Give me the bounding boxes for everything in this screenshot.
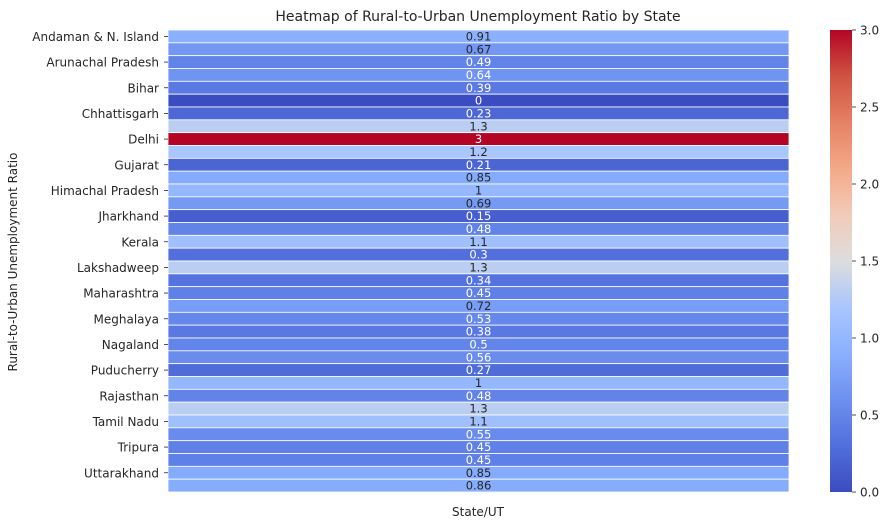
y-tick-label: Chhattisgarh	[82, 107, 159, 121]
cell-value-label: 0.45	[466, 440, 492, 454]
colorbar-tick-label: 0.5	[860, 409, 879, 423]
y-tick-label: Maharashtra	[83, 287, 159, 301]
y-tick-label: Jharkhand	[97, 210, 159, 224]
x-axis-label: State/UT	[452, 505, 505, 519]
cell-value-label: 0.21	[466, 158, 492, 172]
cell-value-label: 0.86	[466, 479, 492, 493]
y-tick-label: Tripura	[117, 441, 159, 455]
cell-value-label: 0.55	[466, 427, 492, 441]
y-tick-label: Tamil Nadu	[92, 415, 159, 429]
y-tick-label: Rajasthan	[99, 389, 159, 403]
cell-value-label: 0	[475, 94, 482, 108]
cell-value-label: 0.38	[466, 325, 492, 339]
colorbar-tick-label: 1.0	[860, 332, 879, 346]
y-tick-label: Gujarat	[114, 158, 159, 172]
cell-value-label: 0.45	[466, 286, 492, 300]
y-tick-label: Puducherry	[91, 364, 159, 378]
colorbar-tick-label: 2.0	[860, 178, 879, 192]
cell-value-label: 1	[475, 376, 482, 390]
cell-value-label: 0.45	[466, 453, 492, 467]
colorbar-gradient	[830, 30, 852, 492]
heatmap-cell	[167, 478, 790, 493]
y-tick-label: Himachal Pradesh	[51, 184, 159, 198]
cell-value-label: 0.23	[466, 106, 492, 120]
y-tick-label: Lakshadweep	[77, 261, 159, 275]
colorbar: 0.0 0.5 1.0 1.5 2.0 2.5 3.0	[830, 24, 879, 500]
cell-value-label: 0.53	[466, 312, 492, 326]
y-tick-label: Andaman & N. Island	[32, 30, 159, 44]
cell-value-label: 0.91	[466, 29, 492, 43]
cell-value-label: 1.1	[469, 414, 487, 428]
cell-value-label: 0.15	[466, 209, 492, 223]
y-tick-label: Nagaland	[102, 338, 159, 352]
cell-value-label: 0.49	[466, 55, 492, 69]
cell-value-label: 3	[475, 132, 482, 146]
cell-value-label: 0.56	[466, 350, 492, 364]
cell-value-label: 1.3	[469, 119, 487, 133]
y-tick-label: Arunachal Pradesh	[46, 56, 159, 70]
cell-value-label: 0.48	[466, 222, 492, 236]
colorbar-tick-label: 0.0	[860, 486, 879, 500]
cell-value-label: 0.67	[466, 42, 492, 56]
cell-value-label: 0.34	[466, 273, 492, 287]
y-tick-label: Delhi	[128, 133, 159, 147]
cell-value-label: 0.64	[466, 68, 492, 82]
cell-value-label: 0.3	[469, 248, 487, 262]
cell-value-label: 1.1	[469, 235, 487, 249]
cell-value-label: 1.2	[469, 145, 487, 159]
colorbar-tick-label: 3.0	[860, 24, 879, 38]
y-axis-label: Rural-to-Urban Unemployment Ratio	[6, 153, 20, 372]
y-tick-label: Meghalaya	[94, 312, 159, 326]
cell-value-label: 0.27	[466, 363, 492, 377]
cell-value-label: 1	[475, 183, 482, 197]
cell-value-label: 0.48	[466, 389, 492, 403]
colorbar-tick-label: 1.5	[860, 255, 879, 269]
y-tick-label: Kerala	[121, 235, 159, 249]
cell-value-label: 0.85	[466, 466, 492, 480]
cell-value-label: 0.72	[466, 299, 492, 313]
cell-value-label: 0.39	[466, 81, 492, 95]
cell-value-label: 0.85	[466, 171, 492, 185]
chart-title: Heatmap of Rural-to-Urban Unemployment R…	[275, 9, 680, 25]
colorbar-tick-label: 2.5	[860, 101, 879, 115]
cell-value-label: 0.69	[466, 196, 492, 210]
cell-value-label: 1.3	[469, 402, 487, 416]
cell-value-label: 0.5	[469, 337, 487, 351]
cell-value-label: 1.3	[469, 260, 487, 274]
y-tick-labels: Andaman & N. Island Arunachal Pradesh Biha…	[32, 30, 168, 480]
y-tick-label: Uttarakhand	[84, 466, 159, 480]
heatmap-cells: 0.910.670.490.640.3900.231.331.20.210.85…	[167, 29, 790, 493]
y-tick-label: Bihar	[128, 81, 160, 95]
